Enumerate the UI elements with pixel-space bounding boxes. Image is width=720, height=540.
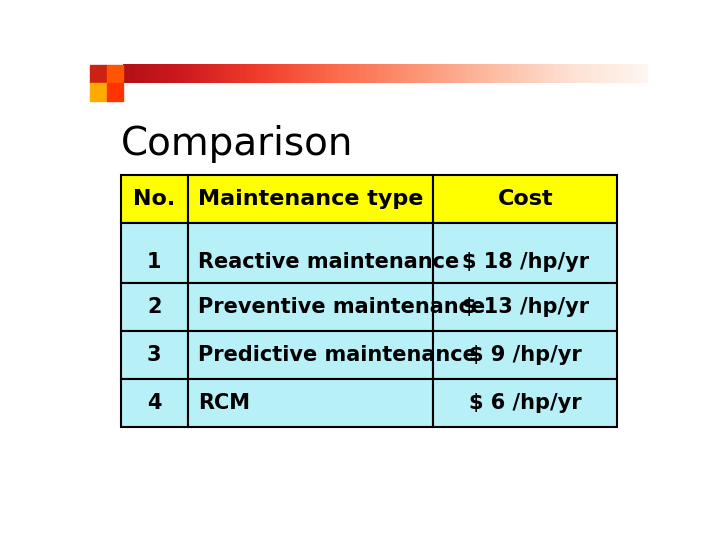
- Bar: [121, 223, 188, 283]
- Text: $ 13 /hp/yr: $ 13 /hp/yr: [462, 297, 589, 317]
- Bar: [121, 175, 188, 223]
- Bar: [90, 83, 107, 102]
- Text: 2: 2: [147, 297, 161, 317]
- Text: $ 6 /hp/yr: $ 6 /hp/yr: [469, 393, 582, 413]
- Text: Maintenance type: Maintenance type: [198, 189, 423, 209]
- Text: Comparison: Comparison: [121, 125, 353, 163]
- Bar: [433, 223, 617, 283]
- Text: Cost: Cost: [498, 189, 553, 209]
- Text: RCM: RCM: [198, 393, 250, 413]
- Text: $ 9 /hp/yr: $ 9 /hp/yr: [469, 345, 582, 365]
- Text: 4: 4: [147, 393, 161, 413]
- Text: 3: 3: [147, 345, 161, 365]
- Bar: [188, 175, 433, 223]
- Bar: [188, 379, 433, 427]
- Bar: [121, 283, 188, 331]
- Text: $ 18 /hp/yr: $ 18 /hp/yr: [462, 252, 589, 272]
- Bar: [121, 379, 188, 427]
- Bar: [188, 223, 433, 283]
- Bar: [188, 331, 433, 379]
- Bar: [90, 65, 107, 83]
- Text: Predictive maintenance: Predictive maintenance: [198, 345, 477, 365]
- Bar: [433, 331, 617, 379]
- Bar: [433, 175, 617, 223]
- Text: Preventive maintenance: Preventive maintenance: [198, 297, 485, 317]
- Bar: [121, 331, 188, 379]
- Bar: [107, 65, 124, 83]
- Bar: [433, 283, 617, 331]
- Bar: [188, 283, 433, 331]
- Bar: [107, 83, 124, 102]
- Text: Reactive maintenance: Reactive maintenance: [198, 252, 459, 272]
- Text: No.: No.: [133, 189, 175, 209]
- Bar: [433, 379, 617, 427]
- Text: 1: 1: [147, 252, 161, 272]
